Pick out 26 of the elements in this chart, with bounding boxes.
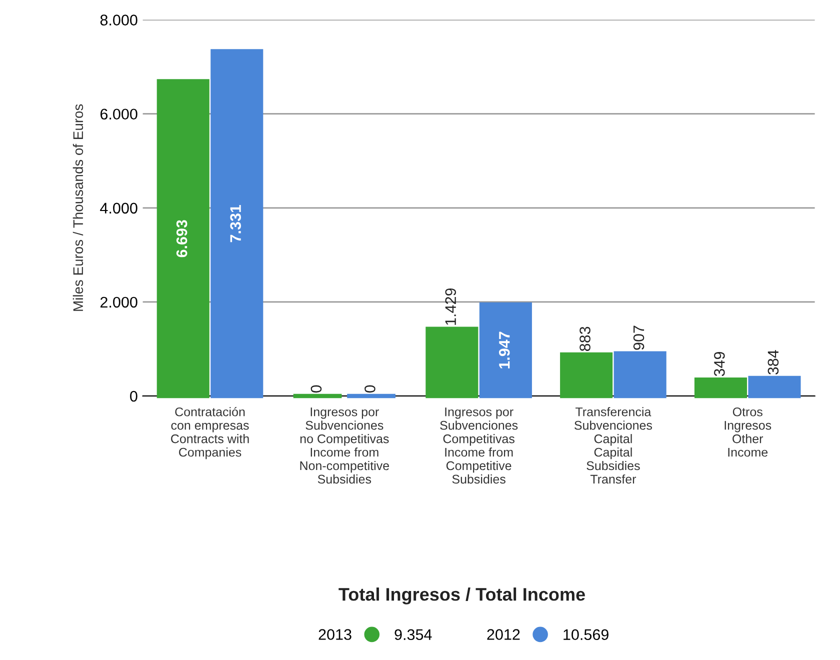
text: 10.569 — [564, 629, 608, 640]
data-label: 384 — [768, 350, 779, 375]
text: Total Ingresos / Total Income — [338, 588, 585, 604]
legend-label: 2013 — [318, 629, 352, 640]
x-tick-label: Transferencia Subvenciones Capital Capital Subsidies Transfer — [574, 407, 652, 484]
x-tick-label: Ingresos por Subvenciones no Competitivas Income from Non-competitive Subsidies — [300, 408, 390, 484]
data-label: 6.693 — [176, 220, 188, 258]
data-label: 0 — [310, 385, 322, 393]
text: 9.354 — [394, 629, 432, 640]
data-label: 907 — [633, 326, 644, 350]
data-label: 349 — [714, 352, 725, 376]
data-label: 1.429 — [445, 288, 456, 325]
x-tick-label: Ingresos por Subvenciones Competitivas Income from Competitive Subsidies — [440, 408, 518, 484]
x-tick-label: Otros Ingresos Other Income — [724, 407, 772, 457]
data-label: 1.947 — [498, 332, 510, 368]
y-tick-label: 0 — [130, 390, 138, 402]
y-axis-title: Miles Euros / Thousands of Euros — [72, 104, 84, 311]
y-tick-label: 6.000 — [100, 108, 138, 120]
y-tick-label: 2.000 — [100, 296, 138, 308]
x-tick-label: Contratación con empresas Contracts with Companies — [171, 406, 249, 460]
y-tick-label: 4.000 — [100, 202, 138, 214]
data-label: 0 — [364, 385, 376, 393]
data-label: 7.331 — [230, 204, 242, 242]
legend-label: 2012 — [487, 629, 520, 640]
data-label: 883 — [580, 326, 590, 351]
y-tick-label: 8.000 — [100, 14, 138, 26]
